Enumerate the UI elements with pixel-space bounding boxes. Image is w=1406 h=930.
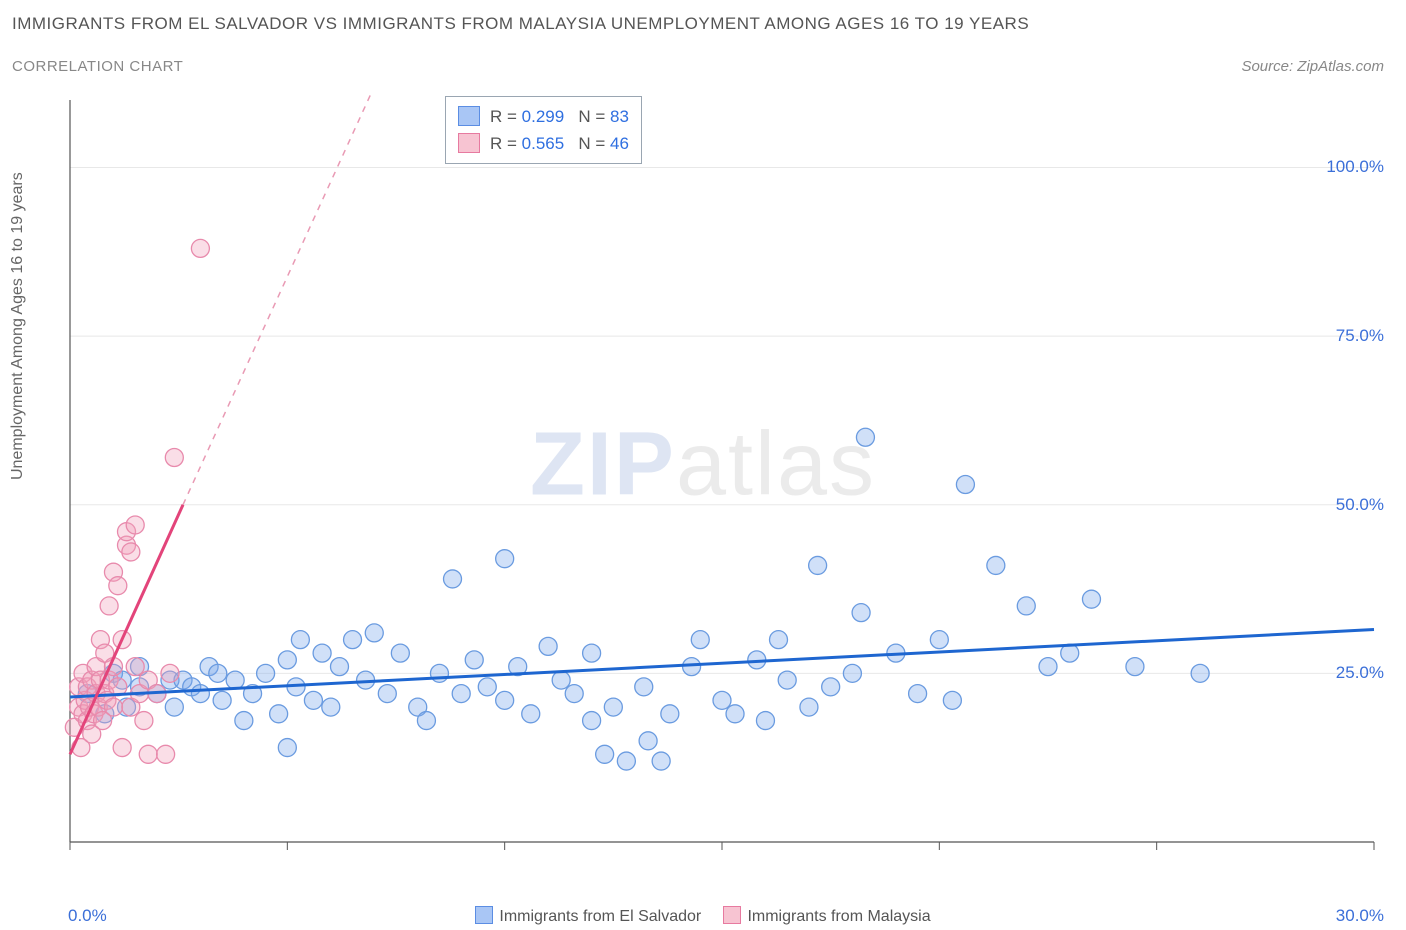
y-tick-label: 50.0% [1336,495,1384,515]
chart-subtitle: CORRELATION CHART [12,58,183,75]
scatter-plot [60,92,1384,872]
y-tick-label: 100.0% [1326,157,1384,177]
legend-label: Immigrants from Malaysia [747,908,930,925]
y-tick-label: 75.0% [1336,326,1384,346]
y-tick-label: 25.0% [1336,663,1384,683]
y-axis-label: Unemployment Among Ages 16 to 19 years [9,172,27,480]
source-label: Source: ZipAtlas.com [1241,58,1384,75]
legend-row: R = 0.565 N = 46 [458,130,629,157]
legend-swatch [475,906,493,924]
legend-label: Immigrants from El Salvador [499,908,701,925]
stats-legend: R = 0.299 N = 83R = 0.565 N = 46 [445,96,642,164]
legend-row: R = 0.299 N = 83 [458,103,629,130]
legend-swatch [723,906,741,924]
series-legend: Immigrants from El Salvador Immigrants f… [0,906,1406,926]
chart-title: IMMIGRANTS FROM EL SALVADOR VS IMMIGRANT… [12,14,1029,34]
